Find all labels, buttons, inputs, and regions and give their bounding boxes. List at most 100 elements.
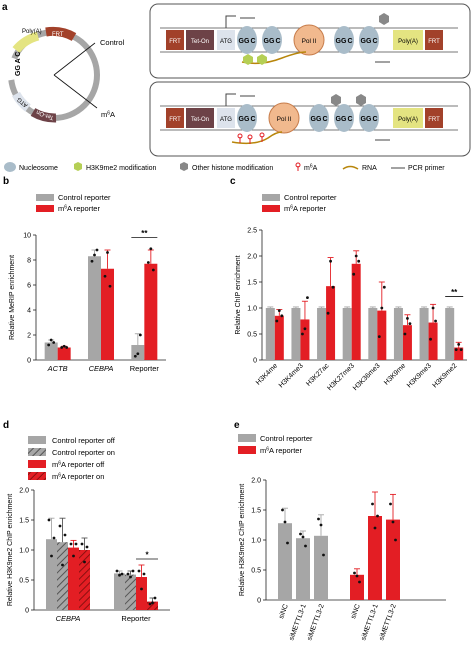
d-data-point (72, 554, 75, 558)
m6a-teton (186, 108, 214, 128)
d-data-point (151, 601, 154, 605)
control-gg-1: GG (239, 38, 250, 45)
b-category-label: ACTB (47, 364, 68, 373)
b-ytick-label: 6 (27, 283, 31, 290)
m6a-nucleosome-2 (309, 104, 329, 132)
control-nucleosome-4 (359, 26, 379, 54)
m6a-frt-left-label: FRT (169, 117, 181, 123)
c-bar (265, 308, 275, 360)
d-data-point (115, 569, 119, 573)
arrow-to-m6a (53, 74, 98, 109)
e-category-label: siMETTL3-1 (360, 603, 380, 641)
d-data-point (131, 569, 135, 573)
d-ytick-label: 1.0 (19, 548, 29, 555)
m6a-atg-label: ATG (220, 117, 232, 123)
plasmid-frt-arc (45, 26, 77, 42)
d-data-point (83, 560, 86, 564)
control-nucleosome-3 (334, 26, 354, 54)
legend-m6a: m6A (304, 164, 318, 173)
legend-other-histone-icon (180, 162, 188, 171)
c-data-point (277, 309, 281, 312)
arrow-to-control (53, 42, 96, 76)
d-significance: * (145, 551, 149, 560)
b-data-point (52, 341, 56, 344)
b-ytick-label: 2 (27, 333, 31, 340)
c-bar (419, 308, 429, 360)
e-legend-label: Control reporter (260, 434, 313, 443)
c-bar (368, 308, 378, 360)
m6a-rna (231, 131, 283, 145)
c-category-label: H3K4me3 (278, 362, 305, 389)
control-rna (241, 51, 307, 65)
m6a-nucleosome-3 (334, 104, 354, 132)
c-data-point (354, 254, 358, 258)
c-data-point (457, 343, 461, 346)
d-category-label: Reporter (121, 614, 151, 623)
c-bar (300, 319, 310, 360)
legend-rna-icon (342, 165, 359, 170)
plasmid-polya-arc (12, 31, 40, 54)
m6a-gg-2: GG (311, 116, 322, 123)
m6a-other-histone-mod-1 (331, 94, 341, 106)
c-data-point (329, 259, 332, 263)
e-bar (386, 519, 400, 600)
c-data-point (459, 348, 463, 351)
e-category-label: siMETTL3-2 (378, 603, 398, 641)
d-data-point (58, 524, 62, 528)
c-data-point (403, 332, 407, 336)
control-frt-right (425, 30, 443, 50)
e-category-label: siMETTL3-2 (306, 603, 326, 641)
c-data-point (380, 306, 384, 310)
b-category-label: Reporter (130, 364, 160, 373)
c-bar (393, 308, 403, 360)
control-teton-label: Tet-On (191, 39, 209, 45)
b-data-point (133, 354, 137, 358)
e-data-point (317, 517, 320, 521)
c-data-point (275, 319, 279, 323)
m6a-nucleosome-1 (237, 104, 257, 132)
d-data-point (118, 573, 121, 577)
m6a-tss-arrow (225, 93, 236, 106)
b-data-point (60, 346, 64, 349)
b-data-point (151, 268, 155, 272)
d-ytick-label: 0.5 (19, 578, 29, 585)
e-ytick-label: 0 (257, 598, 261, 605)
control-c-4: C (372, 38, 377, 45)
d-data-point (153, 596, 157, 600)
c-data-point (301, 332, 304, 336)
control-frt-left (166, 30, 184, 50)
d-bar (147, 601, 158, 610)
c-ytick-label: 2.5 (247, 228, 257, 235)
c-ytick-label: 2.0 (247, 254, 257, 261)
arrow-control-label: Control (100, 38, 125, 47)
e-data-point (304, 544, 307, 548)
control-h3k9me2-1 (243, 54, 253, 65)
control-tss-arrow (225, 15, 236, 28)
b-data-point (103, 274, 107, 278)
d-bar (46, 539, 57, 610)
b-ytick-label: 4 (27, 308, 31, 315)
e-bar (350, 574, 364, 600)
legend-rna: RNA (362, 165, 377, 172)
d-ytick-label: 2.0 (19, 488, 29, 495)
chart-d: 0 0.5 1.0 1.5 2.0 Relative H3K9me2 ChIP enric… (7, 436, 170, 623)
d-legend-label: Control reporter on (52, 448, 115, 457)
b-data-point (65, 346, 69, 349)
e-data-point (355, 574, 359, 578)
control-atg-label: ATG (220, 39, 232, 45)
c-ytick-label: 0.5 (247, 332, 257, 339)
b-data-point (106, 251, 109, 254)
e-legend-label: m6A reporter (260, 446, 302, 455)
control-frt-left-label: FRT (169, 39, 181, 45)
e-ytick-label: 1.5 (251, 508, 261, 515)
e-category-label: siMETTL3-1 (288, 603, 308, 641)
d-legend-swatch (28, 472, 46, 480)
c-data-point (352, 272, 356, 276)
legend-nucleosome: Nucleosome (19, 165, 58, 172)
c-data-point (431, 306, 435, 310)
c-bar (342, 308, 352, 360)
b-data-point (136, 352, 140, 356)
d-data-point (63, 533, 67, 537)
b-ytick-label: 8 (27, 258, 31, 265)
panel-e-label: e (234, 420, 240, 431)
